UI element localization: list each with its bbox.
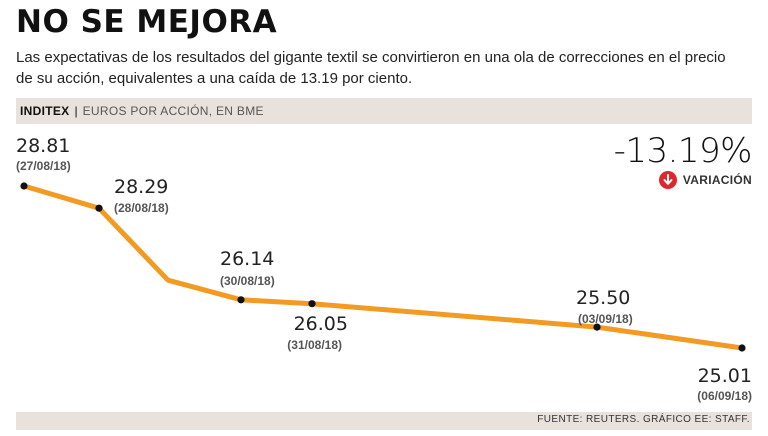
data-point-27-08-18: [20, 182, 28, 190]
date-label: (06/09/18): [697, 389, 752, 403]
variation-value: -13.19%: [613, 131, 753, 171]
footer-band: FUENTE: REUTERS. GRÁFICO EE: STAFF.: [16, 412, 752, 430]
units-label: EUROS POR ACCIÓN, EN BME: [82, 104, 264, 118]
data-point-28-08-18: [95, 204, 103, 212]
date-label: (28/08/18): [114, 201, 169, 215]
data-point-06-09-18: [738, 344, 746, 352]
chart-markers: [20, 182, 746, 352]
date-label: (30/08/18): [220, 274, 275, 288]
chart-subtitle: Las expectativas de los resultados del g…: [16, 49, 726, 87]
value-label: 25.50: [576, 287, 630, 309]
value-label: 28.29: [114, 176, 168, 198]
variation-label: VARIACIÓN: [682, 173, 752, 187]
value-label: 26.14: [220, 248, 274, 270]
variation-label-row: VARIACIÓN: [614, 171, 752, 189]
value-label: 26.05: [294, 313, 348, 335]
variation-box: -13.19% VARIACIÓN: [613, 131, 753, 189]
down-arrow-icon: [658, 171, 677, 189]
band-separator: |: [74, 104, 78, 118]
data-point-30-08-18: [237, 296, 245, 304]
data-point-31-08-18: [308, 300, 316, 308]
chart-labels: 28.81 (27/08/18) 28.29 (28/08/18) 26.14 (30/0…: [16, 135, 752, 403]
data-point-03-09-18: [593, 323, 601, 331]
date-label: (31/08/18): [287, 338, 342, 352]
value-label: 28.81: [16, 135, 70, 157]
chart-title: NO SE MEJORA: [16, 4, 278, 40]
date-label: (27/08/18): [16, 159, 71, 173]
source-note: FUENTE: REUTERS. GRÁFICO EE: STAFF.: [537, 414, 750, 425]
date-label: (03/09/18): [578, 312, 633, 326]
company-name: INDITEX: [20, 104, 70, 118]
value-label: 25.01: [698, 365, 752, 387]
series-band: INDITEX | EUROS POR ACCIÓN, EN BME: [16, 98, 752, 124]
